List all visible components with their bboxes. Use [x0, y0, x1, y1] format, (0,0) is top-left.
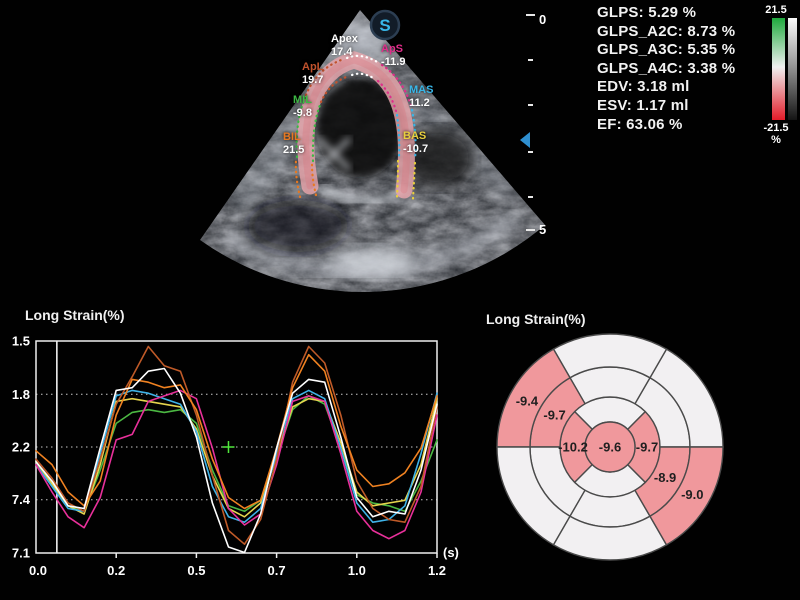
roi-contour-apl	[319, 74, 351, 104]
y-axis-tick-label: 2.2	[12, 440, 30, 455]
segment-label-bas: BAS -10.7	[403, 130, 429, 155]
chart-plot-frame	[35, 340, 438, 554]
measurement-glps: GLPS: 5.29 %	[597, 4, 697, 21]
ultrasound-image[interactable]: S	[160, 0, 580, 300]
ultrasound-tissue	[200, 10, 545, 293]
ruler-label-bottom: 5	[539, 222, 547, 237]
bullseye-title: Long Strain(%)	[486, 311, 586, 327]
bullseye-segment	[649, 446, 724, 546]
roi-contour-aps	[380, 63, 413, 108]
measurement-edv: EDV: 3.18 ml	[597, 78, 690, 96]
segment-label-mas: MAS 11.2	[409, 84, 434, 109]
bullseye-center-segment	[584, 421, 636, 473]
measurement-glps-a3c: GLPS_A3C: 5.35 %	[597, 41, 736, 59]
segment-label-mil: MIL -9.8	[293, 94, 312, 119]
roi-contour-mas	[395, 113, 401, 159]
x-axis-tick-label: 0.5	[187, 563, 205, 578]
y-axis-tick-label: 1.5	[12, 334, 30, 349]
measurement-glps-a2c: GLPS_A2C: 8.73 %	[597, 22, 736, 40]
ruler-tick	[526, 229, 535, 231]
colorbar-unit-label: %	[771, 134, 781, 146]
roi-contour-apex	[345, 54, 381, 65]
segment-label-apl: ApL 19.7	[302, 61, 324, 86]
y-axis-tick-label: 7.1	[12, 546, 30, 561]
x-axis-unit-label: (s)	[443, 545, 459, 560]
strain-curve-mil	[35, 395, 438, 513]
vendor-logo: S	[369, 9, 401, 41]
bullseye-plot[interactable]: -9.6 -10.2 -9.7 -9.7 -8.9 -9.4 -9.0	[470, 320, 770, 580]
bullseye-segment-value: -9.0	[681, 487, 703, 502]
segment-label-aps: ApS -11.9	[381, 43, 406, 68]
ruler-tick	[528, 59, 533, 61]
ruler-tick	[528, 151, 533, 153]
colorbar-max-label: 21.5	[765, 4, 787, 16]
bullseye-segment-value: -9.4	[516, 393, 539, 408]
roi-contour-mil	[295, 96, 307, 159]
colorbar-strain-scale	[772, 18, 785, 120]
bullseye-segment-value: -8.9	[654, 470, 676, 485]
x-axis-tick-label: 0.0	[29, 563, 47, 578]
strain-roi-band	[297, 51, 415, 199]
vendor-logo-letter: S	[379, 16, 390, 35]
roi-contour-bil	[310, 162, 318, 197]
measurement-glps-a4c: GLPS_A4C: 3.38 %	[597, 59, 736, 77]
roi-contour-apl	[304, 57, 346, 97]
bullseye-segment-value: -9.7	[543, 408, 565, 423]
y-axis-tick-label: 7.4	[12, 492, 31, 507]
ruler-label-top: 0	[539, 12, 547, 27]
y-axis-tick-label: 1.8	[12, 387, 30, 402]
strain-roi-contours	[294, 54, 417, 201]
strain-curve-bas	[35, 397, 438, 518]
roi-contour-mas	[410, 108, 417, 161]
x-axis-tick-label: 0.7	[268, 563, 286, 578]
ruler-tick	[526, 14, 535, 16]
strain-curve-apl	[35, 345, 438, 546]
x-axis-tick-label: 1.0	[348, 563, 366, 578]
colorbar-min-label: -21.5	[763, 122, 789, 134]
depth-ruler: 0 5	[520, 0, 580, 300]
focus-depth-marker-icon[interactable]	[520, 132, 530, 148]
ruler-tick	[528, 196, 533, 198]
bullseye-segment-value: -9.7	[636, 440, 658, 455]
measurement-panel: GLPS: 5.29 % GLPS_A2C: 8.73 % GLPS_A3C: …	[597, 4, 735, 134]
measurement-esv: ESV: 1.17 ml	[597, 96, 689, 114]
crosshair-marker-icon[interactable]	[222, 441, 235, 453]
segment-label-apex: Apex 17.4	[331, 33, 358, 58]
strain-chart-title: Long Strain(%)	[25, 307, 125, 323]
strain-curve-apex	[35, 367, 438, 554]
strain-colorbar: 21.5 -21.5 %	[752, 4, 800, 146]
roi-contour-mil	[311, 103, 322, 163]
strain-curve-mas	[35, 389, 438, 524]
ruler-tick	[528, 104, 533, 106]
x-axis-tick-label: 0.2	[107, 563, 125, 578]
bullseye-segment-value: -10.2	[558, 440, 588, 455]
colorbar-gray-scale	[788, 18, 797, 120]
strain-curves-chart[interactable]: 1.5 1.8 2.2 7.4 7.1 0.0 0.2 0.5 0.7 1.0 1.2 (s)	[0, 300, 470, 600]
x-axis-tick-label: 1.2	[428, 563, 446, 578]
bullseye-center-value: -9.6	[599, 440, 621, 455]
strain-curve-aps	[35, 389, 438, 540]
roi-contour-apex	[350, 72, 377, 81]
strain-curve-bil	[35, 353, 438, 510]
roi-contour-bil	[294, 158, 302, 199]
segment-label-bil: BIL 21.5	[283, 131, 305, 156]
measurement-ef: EF: 63.06 %	[597, 115, 683, 133]
